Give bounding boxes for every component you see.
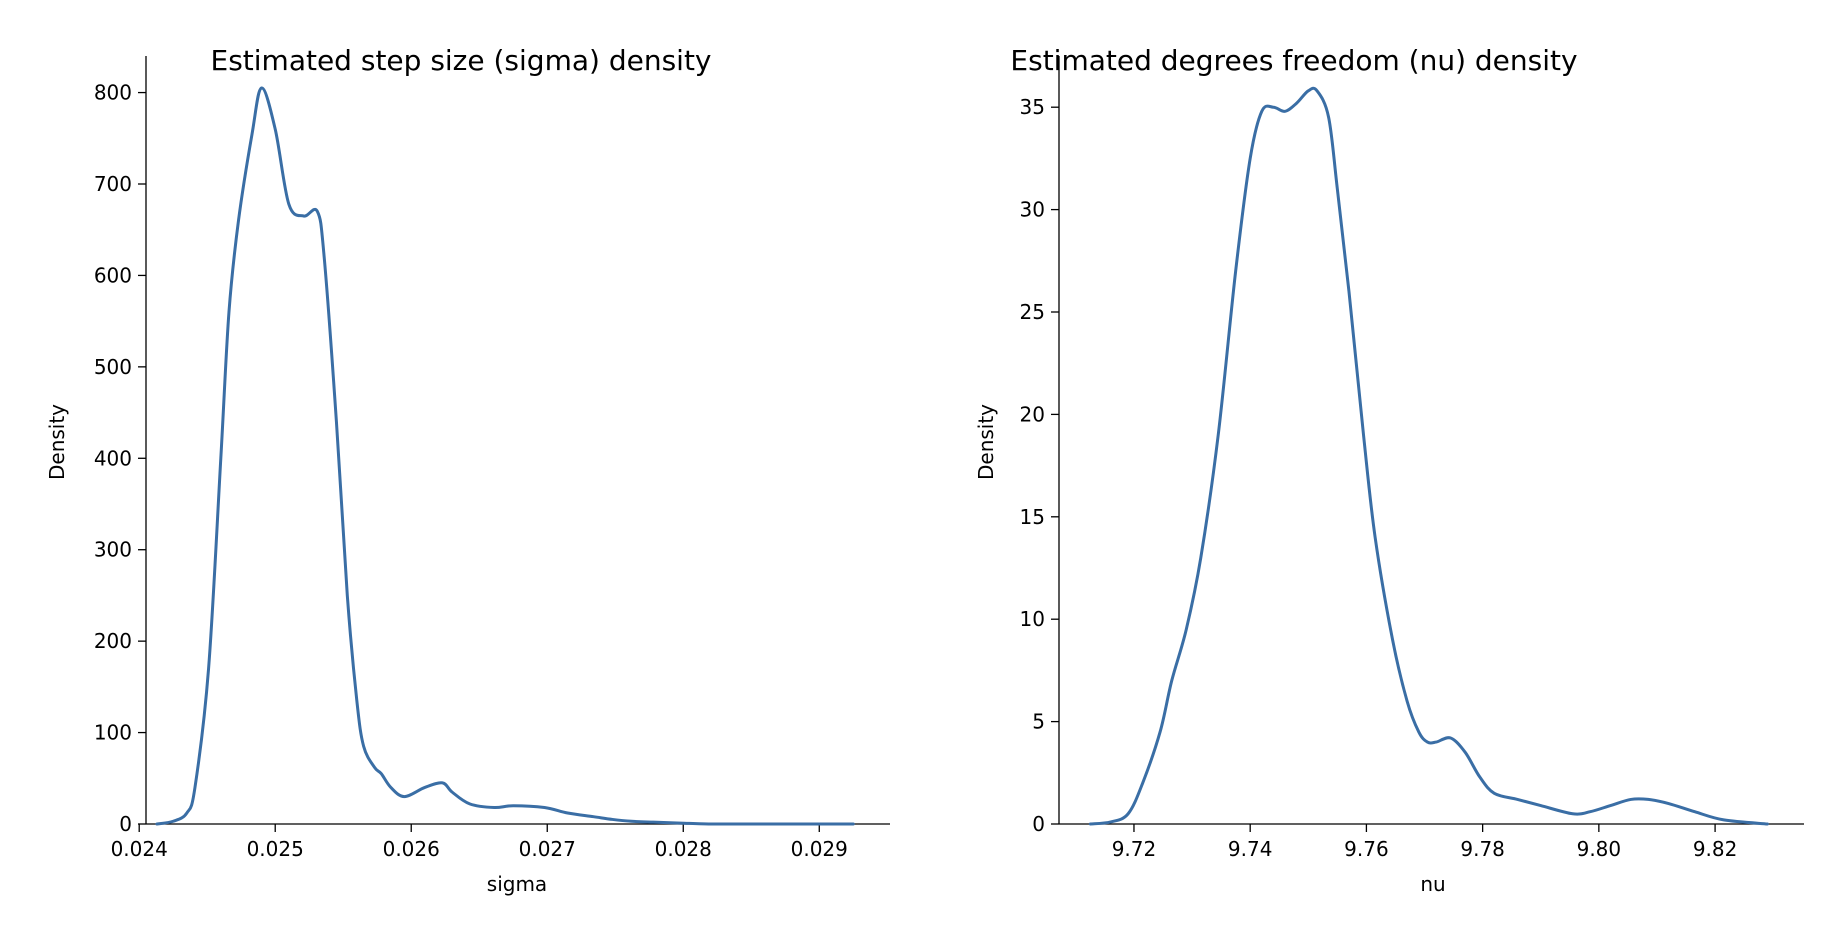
- y-tick-label: 15: [1020, 505, 1045, 529]
- x-tick-label: 0.026: [383, 837, 440, 861]
- density-curve-sigma: [155, 86, 855, 826]
- chart-title: Estimated degrees freedom (nu) density: [1010, 44, 1577, 77]
- x-tick-label: 9.72: [1112, 837, 1157, 861]
- y-tick-label: 0: [1032, 812, 1045, 836]
- chart-title: Estimated step size (sigma) density: [211, 44, 712, 77]
- y-tick-label: 200: [94, 629, 132, 653]
- y-tick-label: 35: [1020, 95, 1045, 119]
- x-tick-label: 0.025: [247, 837, 304, 861]
- x-ticks: 0.024 0.025 0.026 0.027 0.028 0.029: [111, 824, 848, 861]
- y-tick-label: 10: [1020, 607, 1045, 631]
- y-tick-label: 100: [94, 721, 132, 745]
- y-tick-label: 800: [94, 81, 132, 105]
- y-tick-label: 500: [94, 355, 132, 379]
- y-tick-label: 5: [1032, 710, 1045, 734]
- y-ticks: 0 5 10 15 20 25 30 35: [1020, 95, 1059, 836]
- y-tick-label: 30: [1020, 198, 1045, 222]
- x-tick-label: 9.76: [1344, 837, 1389, 861]
- x-tick-label: 9.82: [1693, 837, 1738, 861]
- y-tick-label: 300: [94, 538, 132, 562]
- x-tick-label: 9.80: [1577, 837, 1622, 861]
- sigma-density-chart: Estimated step size (sigma) density 0.02…: [45, 44, 890, 896]
- y-tick-label: 400: [94, 446, 132, 470]
- y-tick-label: 700: [94, 172, 132, 196]
- y-tick-label: 20: [1020, 402, 1045, 426]
- x-axis-label: nu: [1420, 872, 1445, 896]
- x-ticks: 9.72 9.74 9.76 9.78 9.80 9.82: [1112, 824, 1738, 861]
- y-tick-label: 25: [1020, 300, 1045, 324]
- y-axis-label: Density: [974, 404, 998, 480]
- y-ticks: 0 100 200 300 400 500 600 700 800: [94, 81, 146, 836]
- x-tick-label: 0.027: [519, 837, 576, 861]
- x-axis-label: sigma: [487, 872, 547, 896]
- y-tick-label: 600: [94, 263, 132, 287]
- y-tick-label: 0: [119, 812, 132, 836]
- density-curve-nu: [1088, 86, 1769, 826]
- x-tick-label: 9.78: [1460, 837, 1505, 861]
- nu-density-chart: Estimated degrees freedom (nu) density 9…: [974, 44, 1804, 896]
- x-tick-label: 0.024: [111, 837, 168, 861]
- x-tick-label: 0.029: [791, 837, 848, 861]
- x-tick-label: 0.028: [655, 837, 712, 861]
- x-tick-label: 9.74: [1228, 837, 1273, 861]
- y-axis-label: Density: [45, 404, 69, 480]
